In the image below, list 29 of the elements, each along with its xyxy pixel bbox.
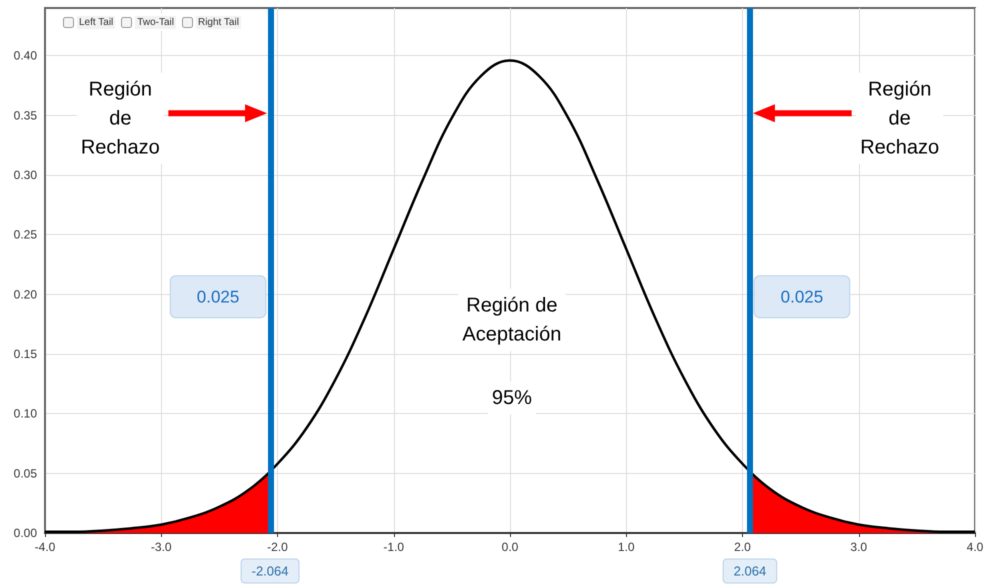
- x-tick-label: 4.0: [966, 540, 984, 554]
- y-tick-label: 0.35: [14, 108, 38, 122]
- y-tick-label: 0.25: [14, 228, 38, 242]
- x-tick-label: -2.0: [267, 540, 288, 554]
- x-tick-label: -1.0: [383, 540, 404, 554]
- x-tick-label: 3.0: [850, 540, 868, 554]
- annotation: 0.025: [780, 287, 824, 306]
- y-tick-label: 0.40: [14, 48, 38, 63]
- annotation: Región de Rechazo: [860, 78, 940, 158]
- y-tick-label: 0.20: [14, 287, 38, 302]
- x-tick-label: -4.0: [34, 540, 56, 554]
- y-tick-label: 0.05: [14, 466, 38, 480]
- annotation: Región de Aceptación: [462, 294, 562, 346]
- annotation: 0.025: [196, 287, 240, 306]
- annotation: Right Tail: [196, 16, 241, 29]
- x-tick-label: -3.0: [150, 540, 172, 554]
- x-tick-label: 2.0: [734, 540, 752, 554]
- y-tick-label: 0.00: [14, 526, 38, 540]
- annotation: Región de Rechazo: [80, 78, 160, 158]
- y-tick-label: 0.30: [14, 168, 38, 182]
- ref-line-label: 2.064: [734, 564, 766, 578]
- y-tick-label: 0.15: [14, 347, 38, 362]
- ref-line-label: -2.064: [252, 564, 288, 578]
- annotation: Left Tail: [77, 16, 116, 29]
- annotation: Two-Tail: [135, 16, 176, 29]
- annotation: 95%: [492, 387, 532, 410]
- x-tick-label: 0.0: [502, 540, 519, 554]
- x-tick-label: 1.0: [618, 540, 635, 554]
- y-tick-label: 0.10: [14, 406, 38, 421]
